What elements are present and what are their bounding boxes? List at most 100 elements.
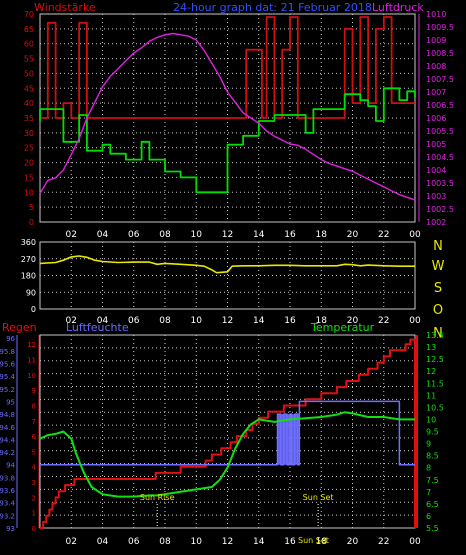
direction-axis-ticks: 360 270 180 90 0 xyxy=(21,238,36,314)
x-axis-ticks: 02 04 06 08 10 12 14 16 18 20 22 00 xyxy=(66,316,421,326)
series-group xyxy=(39,338,416,529)
x-tick-label: 16 xyxy=(284,230,296,240)
rain-tick-label: 3 xyxy=(32,479,36,487)
series-humidity xyxy=(40,400,415,466)
x-tick-label: 00 xyxy=(409,316,421,326)
series-pressure xyxy=(39,32,416,201)
pressure-tick-label: 1002.5 xyxy=(426,205,454,214)
wind-tick-label: 40 xyxy=(24,99,34,108)
x-tick-label: 06 xyxy=(128,316,140,326)
chart-title: 24-hour graph dat: 21 Februar 2018 xyxy=(173,1,372,14)
temperature-tick-label: 13 xyxy=(426,343,436,352)
direction-tick-label: 90 xyxy=(26,288,36,297)
pressure-axis-title: Luftdruck xyxy=(372,1,424,14)
wind-tick-label: 35 xyxy=(24,114,34,123)
grid xyxy=(39,241,416,310)
pressure-tick-label: 1005.5 xyxy=(426,127,454,136)
temperature-tick-label: 7 xyxy=(426,488,431,497)
humidity-tick-label: 93.6 xyxy=(0,487,16,495)
temperature-tick-label: 6.5 xyxy=(426,500,439,509)
compass-label: W xyxy=(432,259,445,274)
rain-tick-label: 5 xyxy=(32,448,36,456)
rain-humidity-temperature-panel: Regen Luftfeuchte Temperatur 9393.293.49… xyxy=(0,321,444,547)
wind-tick-label: 10 xyxy=(24,188,34,197)
pressure-tick-label: 1006 xyxy=(426,114,446,123)
humidity-fluctuation-band xyxy=(277,414,298,465)
x-tick-label: 04 xyxy=(97,230,109,240)
wind-tick-label: 25 xyxy=(24,144,34,153)
x-tick-label: 00 xyxy=(409,537,421,547)
pressure-tick-label: 1003 xyxy=(426,192,446,201)
pressure-tick-label: 1009.5 xyxy=(426,23,454,32)
x-tick-label: 14 xyxy=(253,537,265,547)
x-tick-label: 02 xyxy=(66,316,77,326)
x-axis-ticks: 02 04 06 08 10 12 14 16 18 20 22 00 xyxy=(66,537,421,547)
temperature-tick-label: 10.5 xyxy=(426,403,444,412)
humidity-tick-label: 95.6 xyxy=(0,360,16,368)
rain-tick-label: 1 xyxy=(32,510,36,518)
humidity-tick-label: 94.4 xyxy=(0,436,16,444)
pressure-tick-label: 1007.5 xyxy=(426,75,454,84)
humidity-tick-label: 94.6 xyxy=(0,424,16,432)
humidity-tick-label: 93 xyxy=(6,525,15,533)
wind-axis-title: Windstärke xyxy=(34,1,96,14)
compass-label: O xyxy=(433,303,443,318)
wind-tick-label: 50 xyxy=(24,69,34,78)
temperature-tick-label: 6 xyxy=(426,512,431,521)
humidity-tick-label: 95.8 xyxy=(0,348,15,356)
temperature-tick-label: 10 xyxy=(426,415,436,424)
x-tick-label: 02 xyxy=(66,230,77,240)
series-temperature xyxy=(39,411,415,498)
x-tick-label: 20 xyxy=(347,230,359,240)
x-tick-label: 18 xyxy=(316,316,328,326)
rain-tick-label: 6 xyxy=(32,433,37,441)
humidity-tick-label: 95.2 xyxy=(0,386,15,394)
x-tick-label: 00 xyxy=(409,230,421,240)
wind-tick-label: 15 xyxy=(24,173,34,182)
humidity-tick-label: 94.8 xyxy=(0,411,15,419)
wind-tick-label: 55 xyxy=(24,55,34,64)
x-tick-label: 20 xyxy=(347,537,359,547)
x-tick-label: 16 xyxy=(284,316,296,326)
x-tick-label: 16 xyxy=(284,537,296,547)
pressure-tick-label: 1008.5 xyxy=(426,49,454,58)
direction-tick-label: 360 xyxy=(21,238,36,247)
humidity-tick-label: 93.4 xyxy=(0,500,16,508)
rain-tick-label: 0 xyxy=(32,525,36,533)
x-tick-label: 04 xyxy=(97,316,109,326)
rain-tick-label: 4 xyxy=(32,464,37,472)
temperature-tick-label: 9 xyxy=(426,440,431,449)
x-tick-label: 22 xyxy=(378,230,389,240)
temperature-tick-label: 9.5 xyxy=(426,428,439,437)
pressure-tick-label: 1004.5 xyxy=(426,153,454,162)
pressure-tick-label: 1006.5 xyxy=(426,101,454,110)
x-tick-label: 06 xyxy=(128,230,140,240)
humidity-tick-label: 93.8 xyxy=(0,474,15,482)
sun-annotation: Sun Set xyxy=(298,536,329,545)
compass-label: N xyxy=(433,326,443,341)
temperature-tick-label: 8.5 xyxy=(426,452,439,461)
x-tick-label: 02 xyxy=(66,537,77,547)
x-tick-label: 18 xyxy=(316,230,328,240)
temperature-tick-label: 12 xyxy=(426,367,436,376)
sun-annotation: Sun Rise xyxy=(140,493,175,502)
pressure-tick-label: 1003.5 xyxy=(426,179,454,188)
x-tick-label: 10 xyxy=(191,537,203,547)
temperature-tick-label: 11.5 xyxy=(426,379,444,388)
temperature-tick-label: 8 xyxy=(426,464,431,473)
x-tick-label: 10 xyxy=(191,230,203,240)
rain-tick-label: 2 xyxy=(32,494,36,502)
pressure-tick-label: 1007 xyxy=(426,88,446,97)
pressure-tick-label: 1009 xyxy=(426,36,446,45)
series-wind xyxy=(39,87,416,194)
x-tick-label: 12 xyxy=(222,230,233,240)
temperature-tick-label: 13.5 xyxy=(426,331,444,340)
x-tick-label: 08 xyxy=(159,537,171,547)
temperature-tick-label: 11 xyxy=(426,391,436,400)
direction-tick-label: 0 xyxy=(31,305,36,314)
series-group xyxy=(39,16,416,201)
humidity-axis-title: Luftfeuchte xyxy=(66,321,129,334)
x-tick-label: 12 xyxy=(222,537,233,547)
